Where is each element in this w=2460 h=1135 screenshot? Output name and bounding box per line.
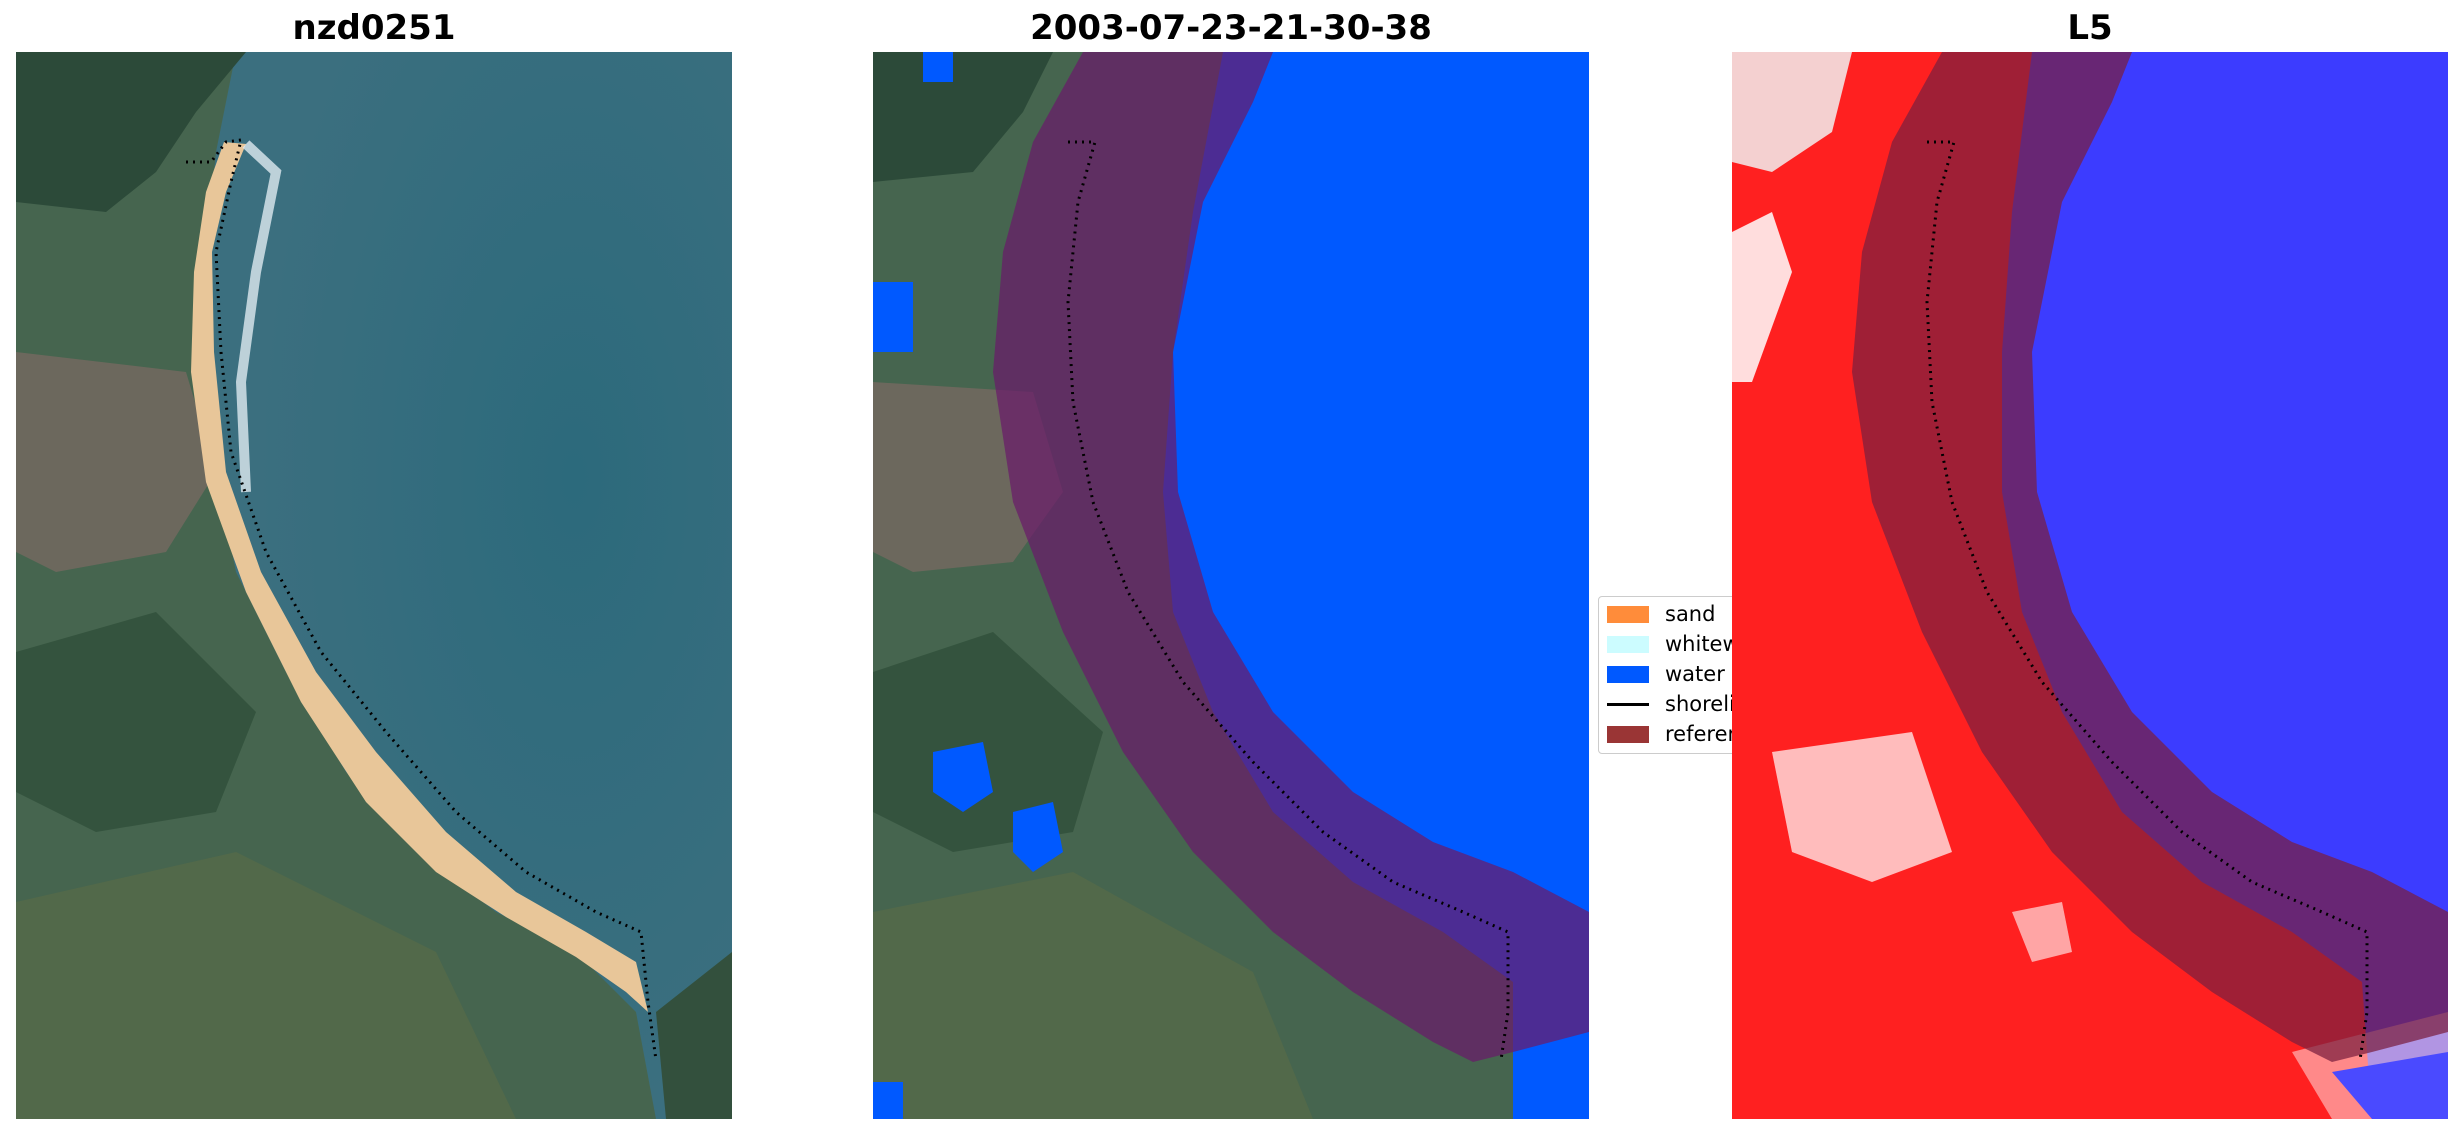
panel-title-classified: 2003-07-23-21-30-38 [1030, 8, 1432, 48]
legend-item-reference-buffer: reference shoreline buffer [1607, 719, 1737, 749]
reference-buffer [993, 52, 1589, 1062]
index-low-region [2002, 52, 2448, 1119]
legend-label: sand [1665, 602, 1716, 626]
legend-item-sand: sand [1607, 599, 1715, 629]
index-image-panel [1732, 52, 2448, 1119]
legend-label: water [1665, 662, 1725, 686]
legend-item-water: water [1607, 659, 1725, 689]
water-class-region [1163, 52, 1589, 1119]
legend-item-shoreline: shoreline [1607, 689, 1737, 719]
rgb-image [16, 52, 732, 1119]
panel-title-index: L5 [2067, 8, 2113, 48]
legend-label: whitewater [1665, 632, 1738, 656]
legend-swatch-shoreline [1607, 702, 1649, 706]
classified-image-panel [873, 52, 1589, 1119]
legend-swatch-whitewater [1607, 635, 1649, 653]
classified-image [873, 52, 1589, 1119]
legend-item-whitewater: whitewater [1607, 629, 1738, 659]
legend-swatch-sand [1607, 605, 1649, 623]
panel-title-rgb: nzd0251 [292, 8, 456, 48]
legend-label: shoreline [1665, 692, 1737, 716]
index-image [1732, 52, 2448, 1119]
legend-swatch-reference-buffer [1607, 725, 1649, 743]
legend: sand whitewater water shoreline referenc… [1598, 596, 1738, 754]
legend-swatch-water [1607, 665, 1649, 683]
legend-label: reference shoreline buffer [1665, 722, 1737, 746]
rgb-image-panel [16, 52, 732, 1119]
